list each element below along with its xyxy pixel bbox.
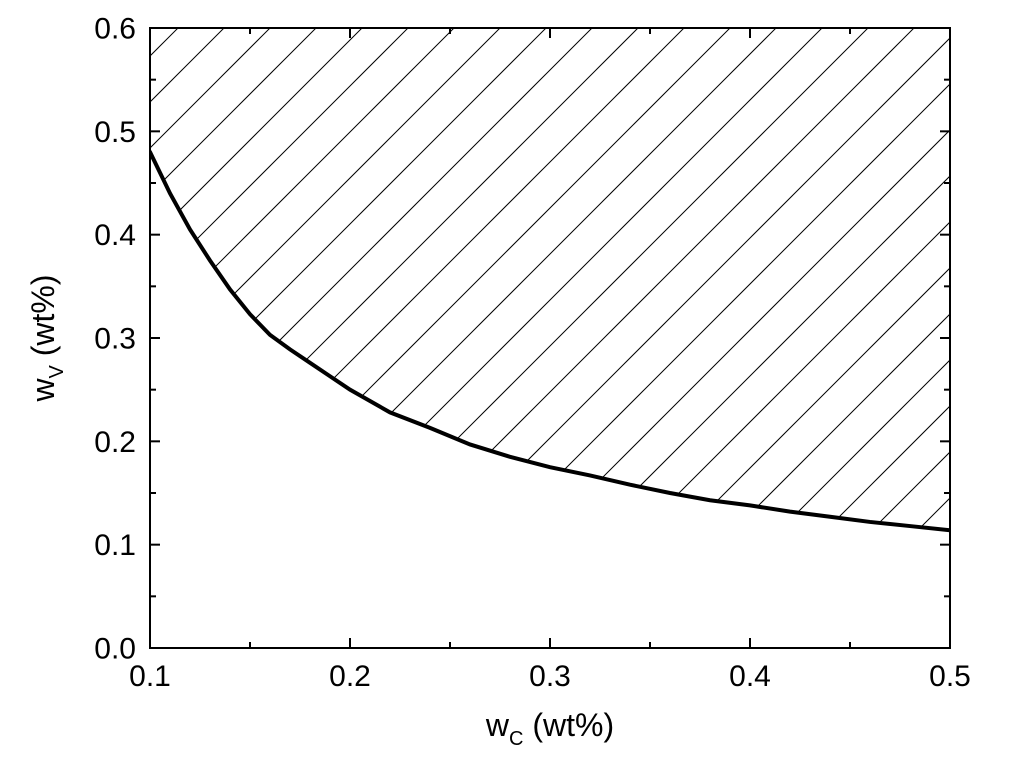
y-tick-label: 0.3 (94, 323, 136, 356)
plot-frame (150, 28, 950, 648)
y-axis-label: wV (wt%) (25, 274, 68, 402)
x-axis-label: wC (wt%) (485, 707, 614, 750)
y-tick-label: 0.4 (94, 219, 136, 252)
phase-diagram-chart: 0.10.20.30.40.50.00.10.20.30.40.50.6wC (… (0, 0, 1012, 784)
y-tick-label: 0.0 (94, 633, 136, 666)
x-tick-label: 0.4 (729, 660, 771, 693)
x-tick-label: 0.5 (929, 660, 971, 693)
boundary-curve (150, 152, 950, 530)
x-tick-label: 0.2 (329, 660, 371, 693)
y-tick-label: 0.1 (94, 529, 136, 562)
y-tick-label: 0.5 (94, 116, 136, 149)
y-tick-label: 0.2 (94, 426, 136, 459)
x-tick-label: 0.3 (529, 660, 571, 693)
chart-container: 0.10.20.30.40.50.00.10.20.30.40.50.6wC (… (0, 0, 1012, 784)
y-tick-label: 0.6 (94, 13, 136, 46)
